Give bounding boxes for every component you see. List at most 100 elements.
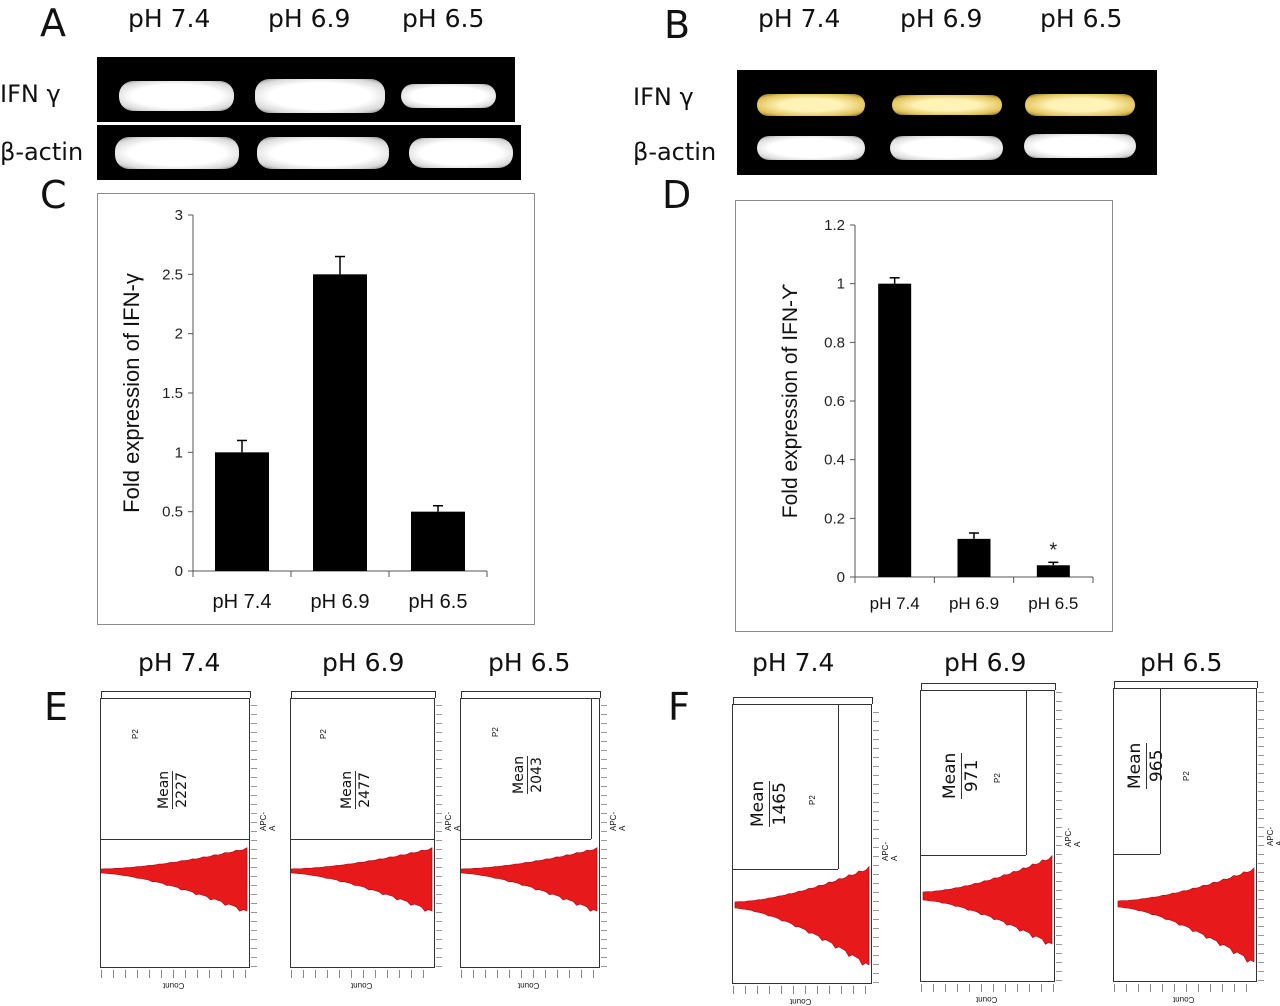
bar bbox=[313, 274, 367, 571]
mean-value: 1465 bbox=[768, 780, 791, 827]
mean-annotation: Mean 971 bbox=[940, 752, 983, 799]
y-axis-label: APC-A bbox=[259, 811, 277, 831]
y-tick-label: 0 bbox=[175, 563, 183, 580]
bar bbox=[215, 452, 269, 571]
panel-letter-c: C bbox=[40, 173, 67, 217]
y-tick-label: 3 bbox=[175, 207, 183, 224]
flow-e-title: pH 6.5 bbox=[488, 648, 571, 677]
panel-letter-d: D bbox=[662, 173, 692, 217]
gate-line bbox=[1114, 854, 1160, 855]
histogram-fill bbox=[461, 847, 598, 912]
flow-plot: Mean 965 P2 APC-A Count bbox=[1113, 681, 1280, 1004]
gate-line bbox=[838, 705, 839, 869]
x-axis-ticks bbox=[291, 970, 434, 978]
histogram-fill bbox=[1117, 867, 1255, 963]
y-tick-label: 0.8 bbox=[824, 334, 845, 351]
gel-b-strip bbox=[737, 70, 1157, 175]
bar-chart-c: 0 0.5 1 1.5 2 2.5 3 pH 7.4 pH 6.9 pH 6.5 Fold expr… bbox=[97, 193, 535, 625]
x-axis-label: Count bbox=[790, 997, 812, 1006]
histogram-shape bbox=[1117, 867, 1255, 963]
gel-band bbox=[890, 136, 1003, 160]
gel-band bbox=[1024, 134, 1136, 158]
y-axis-ticks bbox=[873, 705, 879, 983]
flow-plot: Mean 2477 P2 APC-A Count bbox=[290, 691, 462, 990]
y-axis-label: APC-A bbox=[1064, 827, 1082, 847]
x-axis-ticks bbox=[733, 986, 871, 994]
mean-value: 2227 bbox=[172, 770, 191, 809]
gate-line bbox=[1160, 689, 1161, 854]
flow-plot-header bbox=[1114, 681, 1258, 688]
x-axis-label: Count bbox=[975, 995, 997, 1004]
x-axis-ticks bbox=[921, 984, 1054, 992]
flow-plot-header bbox=[291, 691, 436, 698]
y-axis-ticks bbox=[1056, 691, 1062, 981]
y-axis-label: APC-A bbox=[881, 841, 899, 861]
gel-a-lane-label: pH 6.5 bbox=[402, 4, 485, 33]
gate-line bbox=[921, 855, 1026, 856]
x-tick-label: pH 6.9 bbox=[949, 594, 999, 613]
gel-b-gene-label: IFN γ bbox=[633, 83, 694, 111]
x-tick-label: pH 6.9 bbox=[311, 591, 370, 613]
gel-band bbox=[1025, 94, 1135, 116]
mean-value: 965 bbox=[1145, 742, 1168, 789]
y-tick-label: 1 bbox=[837, 276, 845, 293]
gel-a-gene-label: β-actin bbox=[0, 138, 84, 166]
x-axis-label: Count bbox=[350, 981, 372, 990]
mean-annotation: Mean 2227 bbox=[156, 770, 191, 809]
y-tick-label: 2 bbox=[175, 326, 183, 343]
mean-label: Mean bbox=[156, 770, 172, 809]
panel-letter-b: B bbox=[664, 3, 691, 47]
flow-plot-header bbox=[101, 691, 251, 698]
x-axis-ticks bbox=[461, 970, 599, 978]
bar bbox=[1036, 565, 1070, 577]
flow-f-title: pH 6.9 bbox=[944, 648, 1027, 677]
gel-b-lane-label: pH 6.5 bbox=[1040, 4, 1123, 33]
y-tick-label: 1.2 bbox=[824, 217, 845, 234]
mean-annotation: Mean 2043 bbox=[511, 755, 546, 794]
bar bbox=[957, 538, 991, 577]
gel-band bbox=[115, 137, 239, 169]
gate-label: P2 bbox=[808, 795, 817, 805]
y-axis-label: Fold expression of IFN-γ bbox=[119, 273, 144, 513]
x-axis-ticks bbox=[101, 970, 249, 978]
gel-b-lane-label: pH 7.4 bbox=[758, 4, 841, 33]
mean-value: 2477 bbox=[355, 770, 374, 809]
mean-label: Mean bbox=[1125, 742, 1145, 789]
mean-label: Mean bbox=[940, 752, 960, 799]
significance-marker: * bbox=[1049, 539, 1057, 561]
x-tick-label: pH 6.5 bbox=[409, 591, 468, 613]
x-tick-label: pH 6.5 bbox=[1028, 594, 1078, 613]
flow-e-title: pH 6.9 bbox=[322, 648, 405, 677]
y-axis-ticks bbox=[251, 699, 257, 967]
gel-b-gene-label: β-actin bbox=[633, 138, 717, 166]
gate-line bbox=[434, 699, 435, 839]
mean-annotation: Mean 1465 bbox=[748, 780, 791, 827]
gel-band bbox=[409, 138, 513, 168]
gel-band bbox=[119, 81, 234, 111]
gel-b-lane-label: pH 6.9 bbox=[900, 4, 983, 33]
y-tick-label: 2.5 bbox=[162, 266, 183, 283]
mean-label: Mean bbox=[339, 770, 355, 809]
histogram-fill bbox=[922, 854, 1053, 945]
gel-a-gene-label: IFN γ bbox=[0, 80, 61, 108]
mean-annotation: Mean 2477 bbox=[339, 770, 374, 809]
y-axis-ticks bbox=[1258, 689, 1264, 981]
gate-label: P2 bbox=[491, 727, 500, 737]
mean-value: 971 bbox=[960, 752, 983, 799]
y-tick-label: 0.6 bbox=[824, 393, 845, 410]
y-axis-label: APC-A bbox=[1266, 826, 1280, 846]
gate-label: P2 bbox=[131, 729, 140, 739]
gel-a-actin-strip bbox=[97, 125, 521, 180]
gel-a-ifn-strip bbox=[97, 57, 515, 122]
gate-label: P2 bbox=[993, 773, 1002, 783]
mean-label: Mean bbox=[748, 780, 768, 827]
histogram-shape bbox=[461, 847, 598, 912]
gel-band bbox=[892, 95, 1002, 115]
gate-line bbox=[101, 839, 249, 840]
bar bbox=[878, 283, 912, 577]
gel-a-lane-label: pH 6.9 bbox=[268, 4, 351, 33]
y-axis-ticks bbox=[436, 699, 442, 967]
flow-plot: Mean 2043 P2 APC-A Count bbox=[460, 691, 627, 990]
y-tick-label: 0.2 bbox=[824, 510, 845, 527]
flow-plot: Mean 971 P2 APC-A Count bbox=[920, 683, 1082, 1004]
